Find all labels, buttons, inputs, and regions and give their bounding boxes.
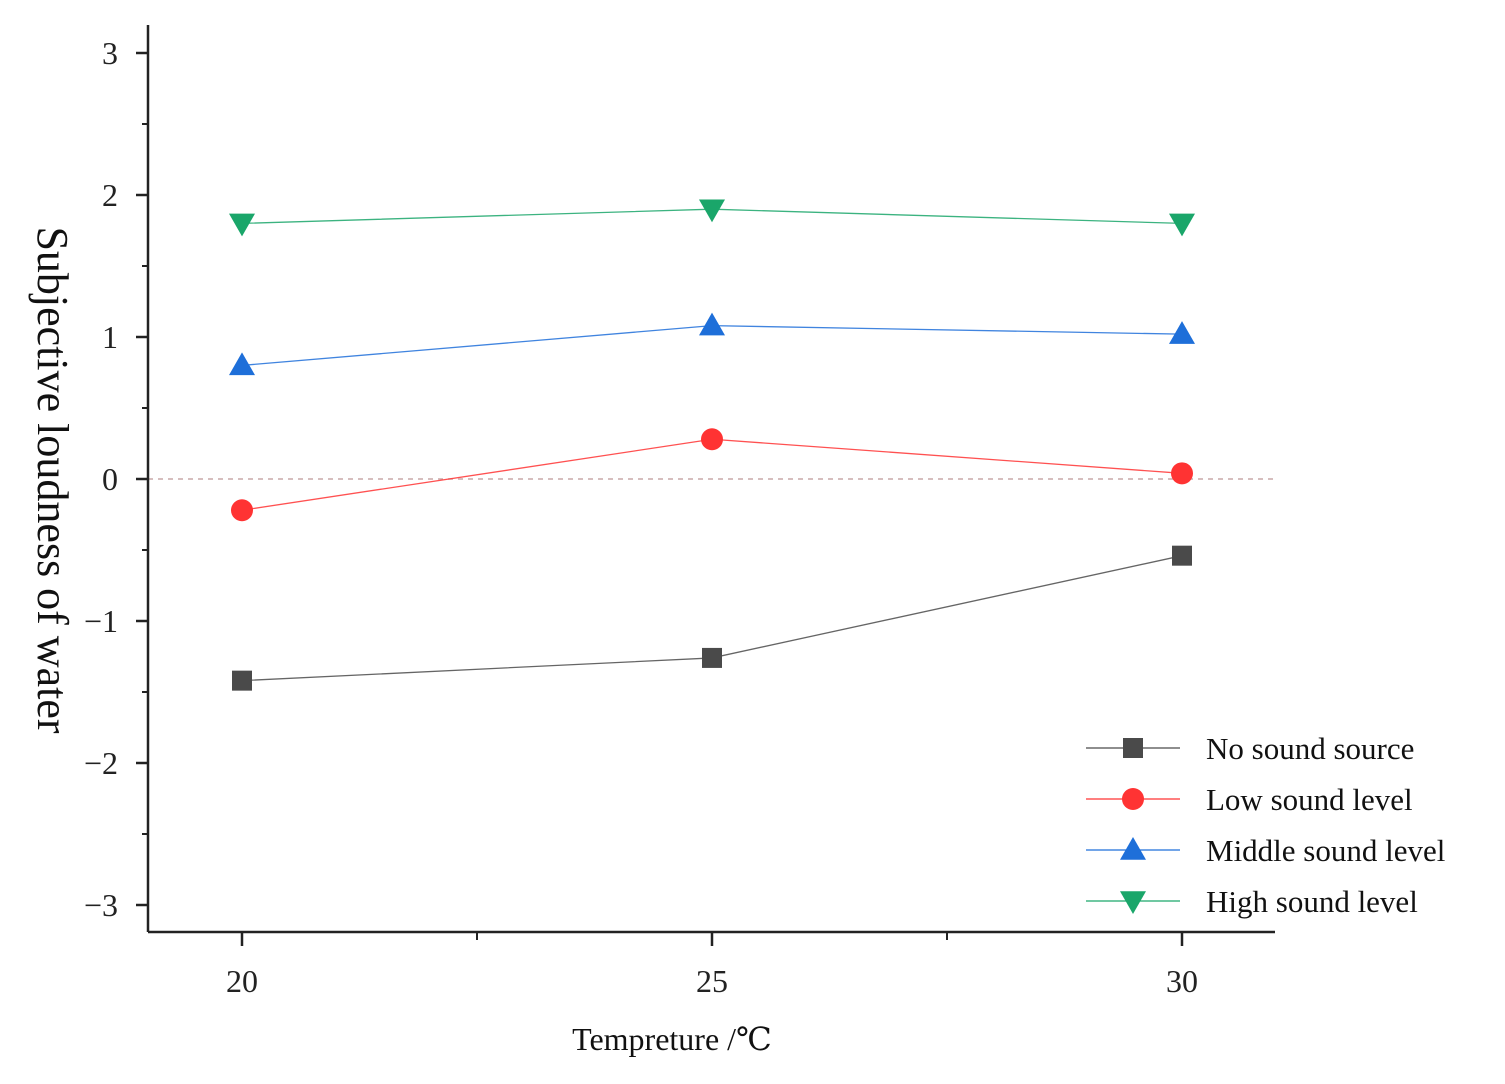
- legend-label: No sound source: [1206, 731, 1414, 766]
- legend-marker: [1120, 837, 1146, 860]
- x-tick-label: 25: [696, 963, 728, 999]
- legend-item-no-sound-source: No sound source: [1086, 731, 1414, 766]
- legend-label: Low sound level: [1206, 782, 1413, 817]
- x-tick-label: 20: [226, 963, 258, 999]
- axes-layer: −3 −2 −1 0 1 2 3 20 25 30: [84, 25, 1275, 999]
- y-tick-label: 2: [102, 177, 118, 213]
- data-point-high-sound-level: [1169, 213, 1195, 237]
- legend-item-middle-sound-level: Middle sound level: [1086, 833, 1445, 868]
- series-middle-sound-level: [229, 312, 1195, 376]
- data-point-no-sound-source: [1172, 545, 1192, 566]
- y-tick-label: 0: [102, 461, 118, 497]
- data-point-middle-sound-level: [699, 312, 725, 336]
- legend-item-high-sound-level: High sound level: [1086, 884, 1418, 919]
- series-layer: [229, 199, 1195, 691]
- x-axis-title: Tempreture /℃: [572, 1021, 772, 1057]
- legend-marker: [1123, 738, 1143, 758]
- x-tick-label: 30: [1166, 963, 1198, 999]
- data-point-no-sound-source: [232, 670, 252, 691]
- y-tick-label: −3: [84, 887, 118, 923]
- legend: No sound source Low sound level Middle sou…: [1086, 731, 1445, 919]
- data-point-low-sound-level: [231, 499, 253, 522]
- series-low-sound-level: [231, 428, 1193, 522]
- legend-marker: [1122, 788, 1144, 810]
- y-tick-label: −2: [84, 745, 118, 781]
- series-high-sound-level: [229, 199, 1195, 237]
- data-point-high-sound-level: [699, 199, 725, 223]
- data-point-low-sound-level: [1171, 462, 1193, 485]
- data-point-low-sound-level: [701, 428, 723, 451]
- legend-marker: [1120, 891, 1146, 914]
- data-point-middle-sound-level: [1169, 321, 1195, 344]
- y-tick-label: −1: [84, 603, 118, 639]
- data-point-high-sound-level: [229, 213, 255, 237]
- series-no-sound-source: [232, 545, 1192, 691]
- data-point-middle-sound-level: [229, 352, 255, 376]
- y-axis-title: Subjective loudness of water: [28, 226, 77, 733]
- legend-item-low-sound-level: Low sound level: [1086, 782, 1413, 817]
- y-tick-label: 3: [102, 35, 118, 71]
- data-point-no-sound-source: [702, 647, 722, 668]
- y-tick-label: 1: [102, 319, 118, 355]
- legend-label: Middle sound level: [1206, 833, 1445, 868]
- legend-label: High sound level: [1206, 884, 1418, 919]
